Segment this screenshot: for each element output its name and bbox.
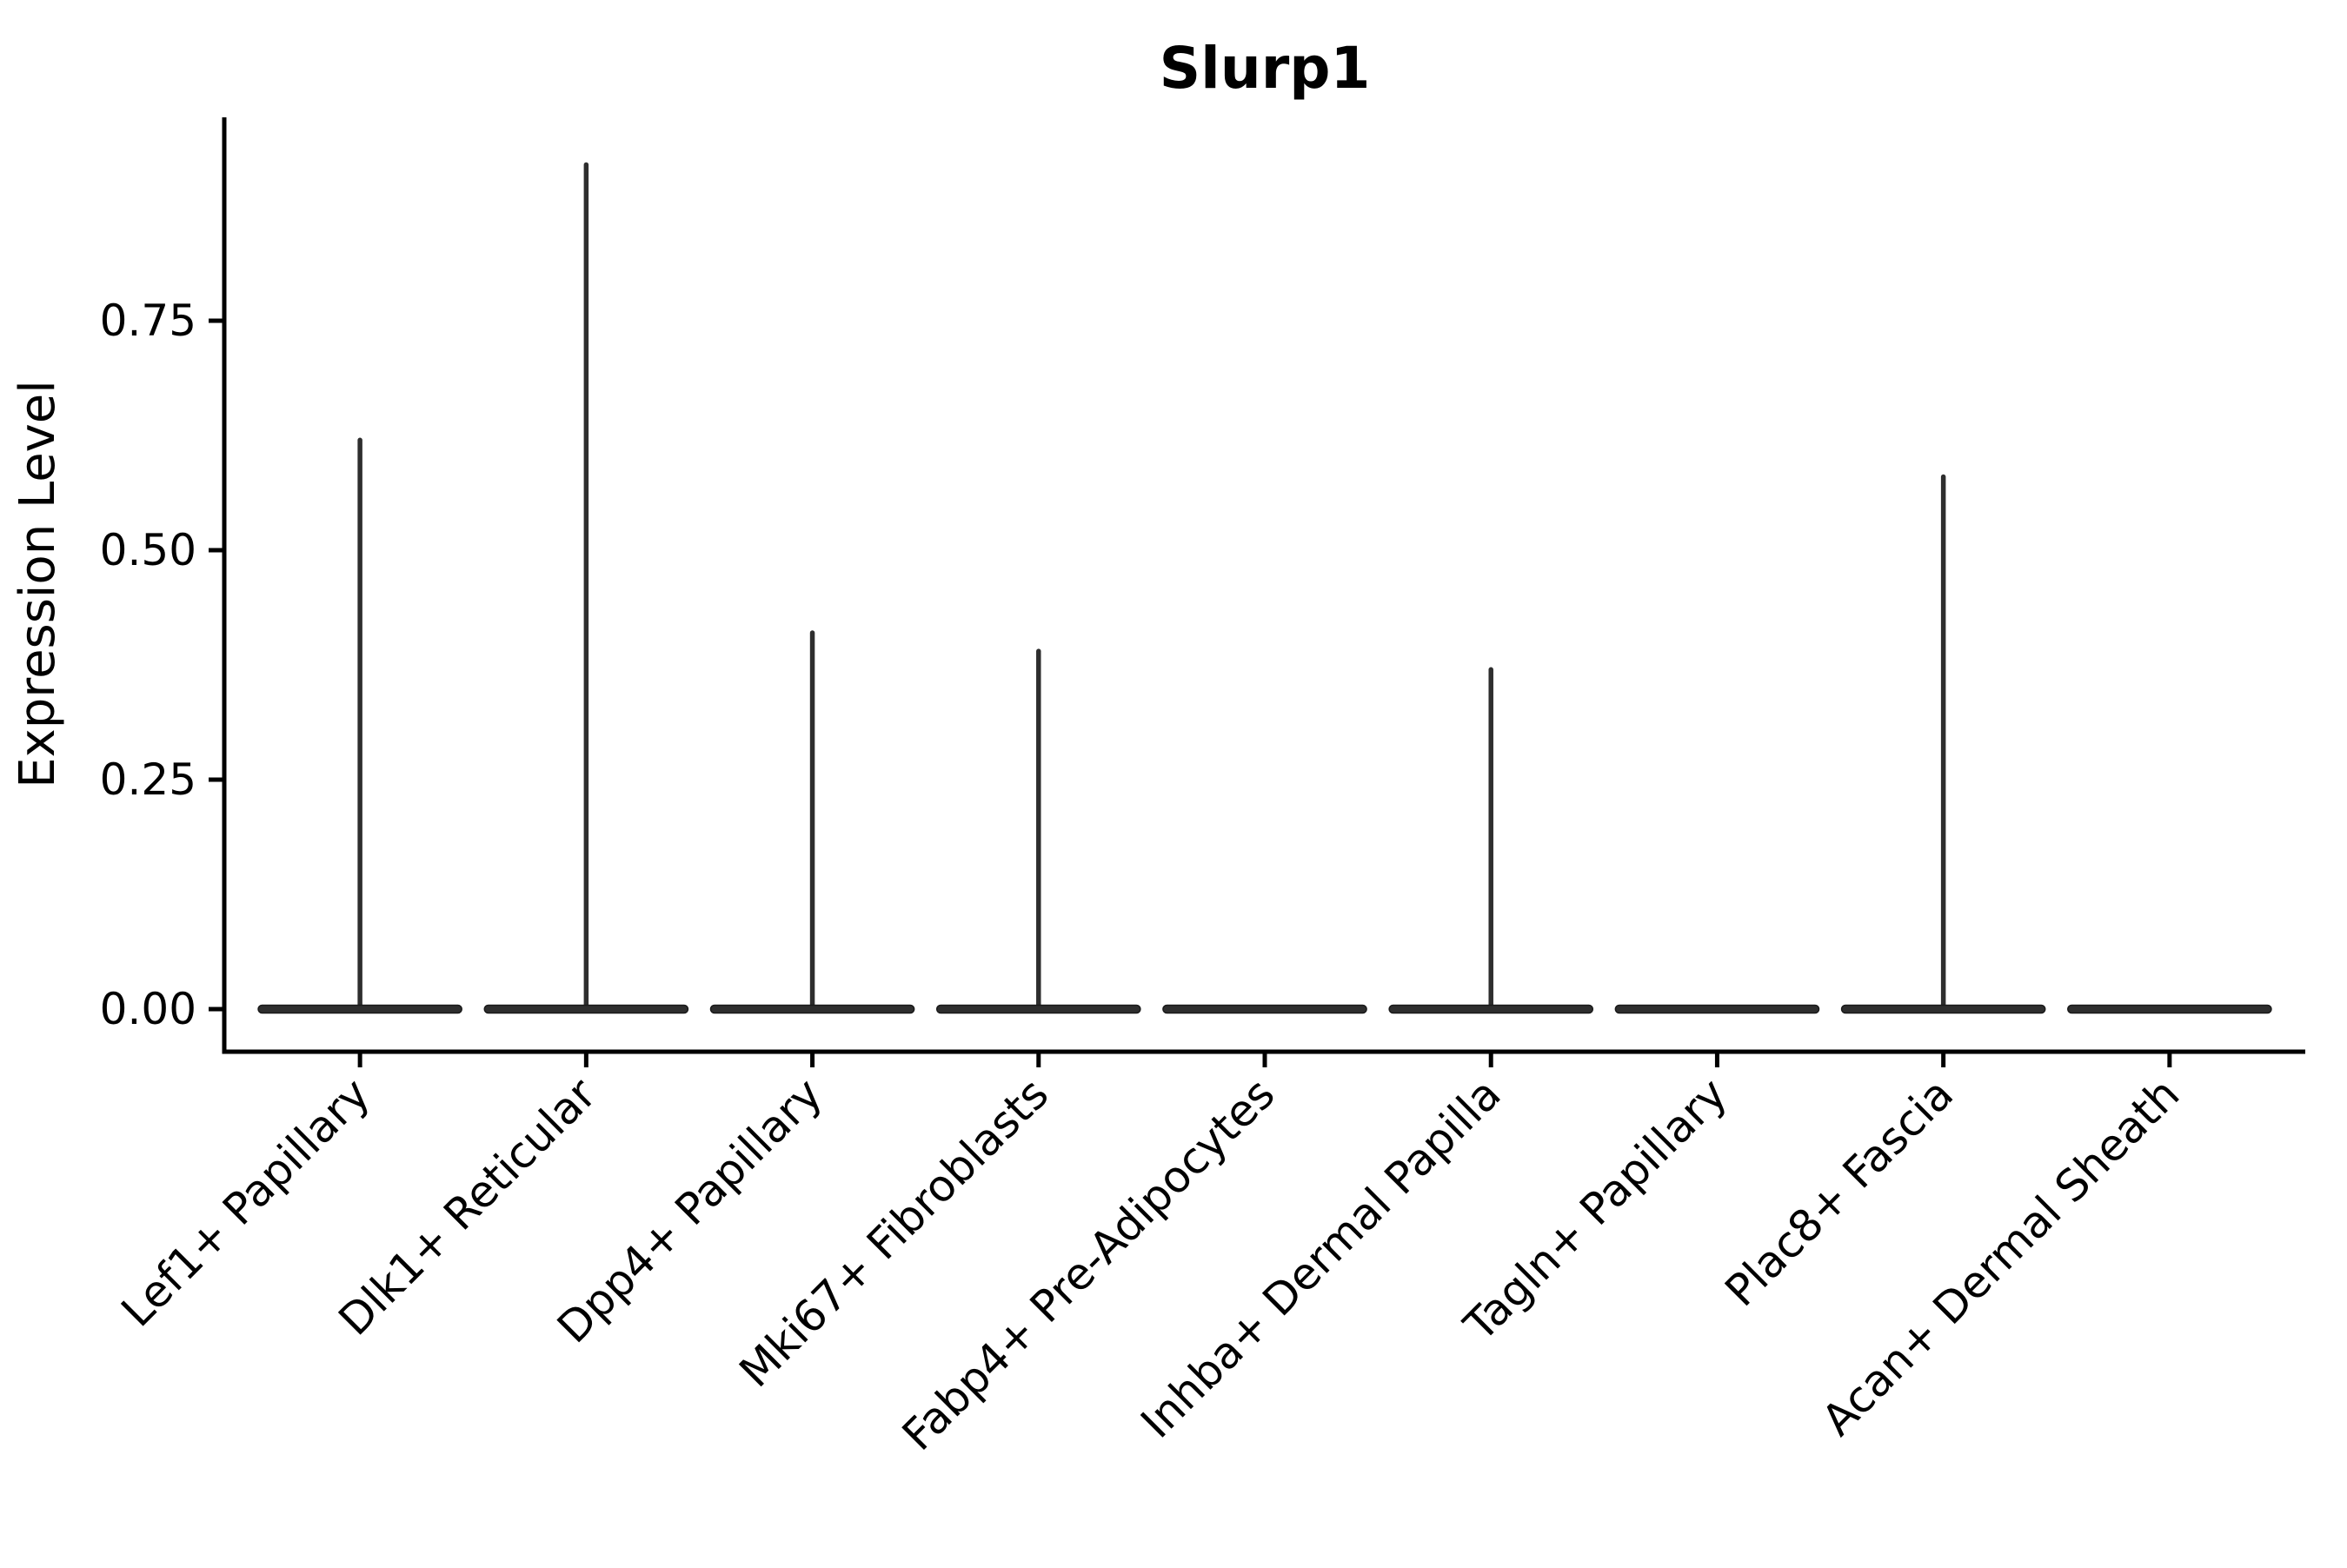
y-axis-tick-label: 0.75 (100, 296, 196, 346)
x-axis-category-label: Plac8+ Fascia (1715, 1068, 1963, 1316)
x-axis-category-label: Fabp4+ Pre-Adipocytes (893, 1068, 1285, 1460)
x-axis-category-label: Inhba+ Dermal Papilla (1131, 1068, 1510, 1447)
violin-base (1388, 1004, 1594, 1014)
y-axis-tick-label: 0.00 (100, 984, 196, 1034)
violin-base (709, 1004, 915, 1014)
violin-base (1614, 1004, 1820, 1014)
violin-base (483, 1004, 689, 1014)
x-axis-category-label: Lef1+ Papillary (112, 1068, 380, 1336)
y-axis-tick-label: 0.25 (100, 754, 196, 805)
violin-base (257, 1004, 462, 1014)
plot-title: Slurp1 (1160, 35, 1371, 102)
violin-base (2067, 1004, 2272, 1014)
violin-base (935, 1004, 1141, 1014)
violin-base (1162, 1004, 1367, 1014)
violin-base (1840, 1004, 2046, 1014)
y-axis-tick-label: 0.50 (100, 525, 196, 575)
y-axis-title: Expression Level (10, 380, 66, 788)
x-axis-category-label: Acan+ Dermal Sheath (1812, 1068, 2190, 1445)
